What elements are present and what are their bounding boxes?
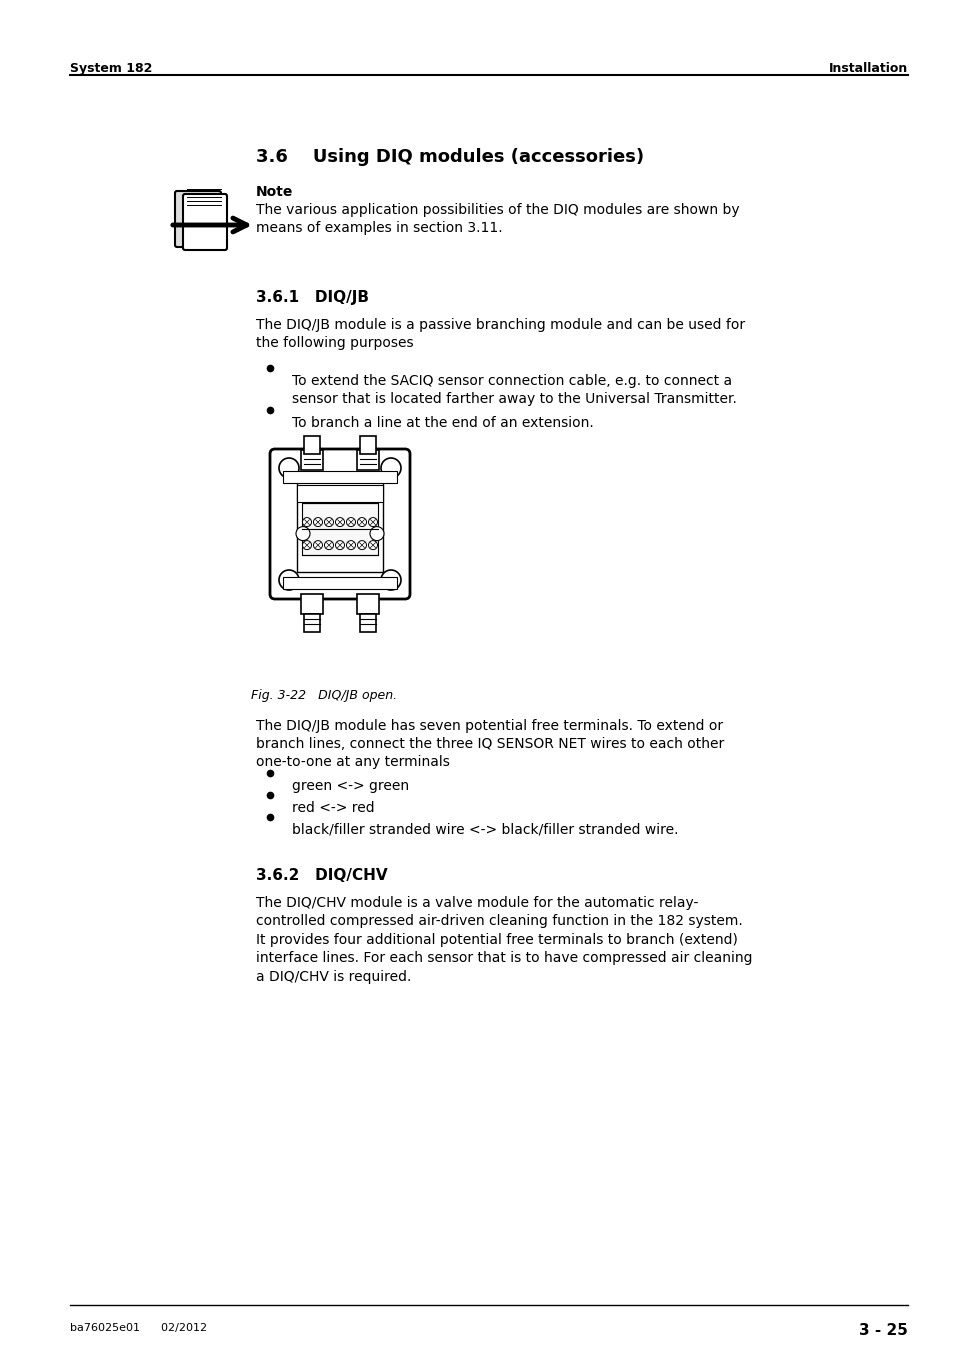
Text: branch lines, connect the three IQ SENSOR NET wires to each other: branch lines, connect the three IQ SENSO… bbox=[255, 737, 723, 751]
Bar bbox=[302, 504, 377, 555]
FancyBboxPatch shape bbox=[183, 194, 227, 250]
FancyBboxPatch shape bbox=[270, 450, 410, 599]
Circle shape bbox=[278, 458, 298, 478]
Text: To branch a line at the end of an extension.: To branch a line at the end of an extens… bbox=[292, 416, 593, 431]
Bar bbox=[304, 614, 319, 632]
Circle shape bbox=[370, 526, 384, 540]
Circle shape bbox=[314, 540, 322, 549]
Text: red <-> red: red <-> red bbox=[292, 801, 374, 815]
Circle shape bbox=[324, 540, 334, 549]
Bar bbox=[356, 594, 378, 614]
Text: The various application possibilities of the DIQ modules are shown by
means of e: The various application possibilities of… bbox=[255, 202, 739, 235]
Text: The DIQ/CHV module is a valve module for the automatic relay-
controlled compres: The DIQ/CHV module is a valve module for… bbox=[255, 896, 751, 984]
Text: Installation: Installation bbox=[828, 62, 907, 76]
Bar bbox=[301, 450, 323, 470]
Bar bbox=[359, 614, 375, 632]
Text: The DIQ/JB module has seven potential free terminals. To extend or: The DIQ/JB module has seven potential fr… bbox=[255, 720, 722, 733]
Circle shape bbox=[324, 517, 334, 526]
Text: green <-> green: green <-> green bbox=[292, 779, 409, 792]
Circle shape bbox=[278, 570, 298, 590]
Text: The DIQ/JB module is a passive branching module and can be used for
the followin: The DIQ/JB module is a passive branching… bbox=[255, 319, 744, 351]
Text: 3.6.1   DIQ/JB: 3.6.1 DIQ/JB bbox=[255, 290, 368, 305]
Text: 3.6.2   DIQ/CHV: 3.6.2 DIQ/CHV bbox=[255, 868, 387, 883]
Bar bbox=[296, 485, 382, 502]
Circle shape bbox=[368, 540, 377, 549]
FancyBboxPatch shape bbox=[174, 190, 221, 247]
Text: Fig. 3-22   DIQ/JB open.: Fig. 3-22 DIQ/JB open. bbox=[251, 688, 396, 702]
Circle shape bbox=[380, 458, 400, 478]
Circle shape bbox=[335, 517, 344, 526]
Bar bbox=[283, 578, 396, 589]
Text: System 182: System 182 bbox=[70, 62, 152, 76]
Bar bbox=[283, 471, 396, 483]
Circle shape bbox=[335, 540, 344, 549]
Circle shape bbox=[346, 517, 355, 526]
Bar bbox=[359, 436, 375, 454]
Text: Note: Note bbox=[255, 185, 293, 198]
Text: one-to-one at any terminals: one-to-one at any terminals bbox=[255, 755, 449, 770]
Circle shape bbox=[295, 526, 310, 540]
Text: sensor that is located farther away to the Universal Transmitter.: sensor that is located farther away to t… bbox=[292, 392, 736, 406]
Circle shape bbox=[357, 517, 366, 526]
Bar bbox=[301, 594, 323, 614]
Bar bbox=[356, 450, 378, 470]
Circle shape bbox=[368, 517, 377, 526]
Circle shape bbox=[380, 570, 400, 590]
Bar bbox=[304, 436, 319, 454]
Text: 3.6    Using DIQ modules (accessories): 3.6 Using DIQ modules (accessories) bbox=[255, 148, 643, 166]
Text: To extend the SACIQ sensor connection cable, e.g. to connect a: To extend the SACIQ sensor connection ca… bbox=[292, 374, 731, 387]
Circle shape bbox=[357, 540, 366, 549]
Circle shape bbox=[314, 517, 322, 526]
Bar bbox=[296, 477, 382, 572]
Text: ba76025e01      02/2012: ba76025e01 02/2012 bbox=[70, 1323, 207, 1332]
Circle shape bbox=[302, 540, 312, 549]
Circle shape bbox=[302, 517, 312, 526]
Text: black/filler stranded wire <-> black/filler stranded wire.: black/filler stranded wire <-> black/fil… bbox=[292, 824, 678, 837]
Circle shape bbox=[346, 540, 355, 549]
Text: 3 - 25: 3 - 25 bbox=[859, 1323, 907, 1338]
